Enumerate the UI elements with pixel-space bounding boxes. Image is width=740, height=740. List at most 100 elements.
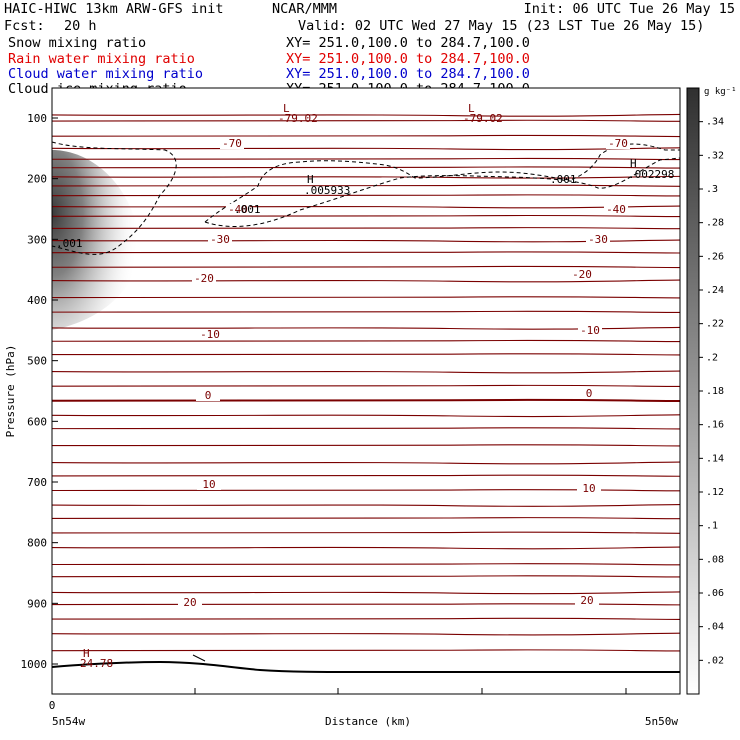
cloud-ice-label: .001 bbox=[56, 237, 83, 250]
x-end-label: 5n50w bbox=[645, 715, 678, 728]
isotherm-label: 20 bbox=[580, 594, 593, 607]
colorbar-tick-label: .14 bbox=[706, 453, 724, 464]
plot-frame bbox=[51, 87, 681, 695]
colorbar-unit: g kg⁻¹ bbox=[704, 87, 737, 97]
isotherm-line bbox=[51, 119, 681, 122]
low-value-2: -79.02 bbox=[463, 112, 503, 125]
isotherm-label-bg bbox=[586, 234, 610, 245]
isotherm-label: -20 bbox=[194, 272, 214, 285]
isotherm-line bbox=[51, 175, 681, 179]
low-marker-1: L bbox=[283, 102, 290, 115]
isotherm-label-bg bbox=[196, 390, 220, 401]
y-tick-label: 600 bbox=[27, 415, 47, 428]
header-org: NCAR/MMM bbox=[272, 1, 337, 17]
isotherm-line bbox=[51, 649, 681, 652]
colorbar-tick-label: .04 bbox=[706, 622, 724, 633]
y-tick-label: 1000 bbox=[21, 658, 48, 671]
isotherm-line bbox=[51, 575, 681, 578]
cloud-ice-label: .001 bbox=[550, 173, 577, 186]
x-zero-label: 0 bbox=[49, 699, 56, 712]
isotherm-line bbox=[51, 279, 681, 283]
isotherm-line bbox=[51, 251, 681, 254]
isotherm-label: -30 bbox=[588, 233, 608, 246]
isotherm-line bbox=[51, 265, 681, 269]
isotherm-label: -30 bbox=[210, 233, 230, 246]
isotherm-line bbox=[51, 398, 681, 403]
isotherm-label-bg bbox=[575, 595, 599, 606]
isotherm-label-bg bbox=[604, 204, 628, 215]
isotherm-label-bg bbox=[198, 329, 222, 340]
colorbar-gradient bbox=[687, 88, 699, 694]
isotherm-line bbox=[51, 227, 681, 230]
cloud-ice-contour-left bbox=[51, 141, 177, 255]
isotherm-line bbox=[51, 370, 681, 374]
cloud-ice-labels: .001 .001 .001 bbox=[56, 173, 577, 250]
colorbar-tick-label: .26 bbox=[706, 251, 724, 262]
y-tick-label: 700 bbox=[27, 476, 47, 489]
high-marker-ice-1: H bbox=[307, 173, 314, 186]
field-xy-rain: XY= 251.0,100.0 to 284.7,100.0 bbox=[286, 51, 530, 67]
colorbar-tick-label: .1 bbox=[706, 521, 718, 532]
y-tick-label: 100 bbox=[27, 112, 47, 125]
x-axis-title: Distance (km) bbox=[325, 715, 411, 728]
isotherm-line bbox=[51, 632, 681, 636]
isotherm-line bbox=[51, 603, 681, 606]
isotherm-line bbox=[51, 353, 681, 356]
isotherm-line bbox=[51, 489, 681, 492]
cloud-ice-label: .001 bbox=[234, 203, 261, 216]
header-fcst-value: 20 h bbox=[64, 18, 97, 34]
colorbar-tick-label: .3 bbox=[706, 184, 718, 195]
isotherm-line bbox=[51, 184, 681, 187]
low-marker-2: L bbox=[468, 102, 475, 115]
isotherm-line bbox=[51, 310, 681, 314]
isotherm-line bbox=[51, 214, 681, 218]
isotherm-label: -40 bbox=[228, 203, 248, 216]
isotherm-line bbox=[51, 546, 681, 550]
colorbar-tick-label: .08 bbox=[706, 554, 724, 565]
header-fcst-label: Fcst: bbox=[4, 18, 45, 34]
y-tick-label: 300 bbox=[27, 233, 47, 246]
isotherm-label: -10 bbox=[580, 324, 600, 337]
header-init-time: Init: 06 UTC Tue 26 May 15 bbox=[524, 1, 735, 17]
isotherm-line bbox=[51, 166, 681, 169]
colorbar-tick-label: .28 bbox=[706, 218, 724, 229]
header-valid-time: Valid: 02 UTC Wed 27 May 15 (23 LST Tue … bbox=[298, 18, 704, 34]
isotherm-label: 0 bbox=[205, 389, 212, 402]
plot-area: -70 -70 -40 -40 -30 -30 -20 -20 -10 -10 0 0 10 10 20 20… bbox=[51, 87, 681, 695]
isotherm-line bbox=[51, 339, 681, 343]
colorbar-tick-label: .2 bbox=[706, 352, 718, 363]
y-tick-label: 500 bbox=[27, 355, 47, 368]
field-name-cloud-water: Cloud water mixing ratio bbox=[8, 66, 203, 82]
y-axis-title: Pressure (hPa) bbox=[4, 345, 17, 438]
low-value-1: -79.02 bbox=[278, 112, 318, 125]
snow-shading bbox=[52, 150, 140, 330]
isotherm-line bbox=[51, 591, 681, 595]
field-xy-cloud-water: XY= 251.0,100.0 to 284.7,100.0 bbox=[286, 66, 530, 82]
isotherm-line bbox=[51, 194, 681, 197]
y-tick-label: 900 bbox=[27, 597, 47, 610]
isotherm-label-bg bbox=[577, 483, 601, 494]
isotherm-line bbox=[51, 296, 681, 299]
isotherm-label-bg bbox=[570, 269, 594, 280]
isotherm-label: -70 bbox=[608, 137, 628, 150]
isotherm-label: -10 bbox=[200, 328, 220, 341]
isotherm-line bbox=[51, 384, 681, 388]
isotherm-line bbox=[51, 444, 681, 447]
y-tick-label: 800 bbox=[27, 537, 47, 550]
field-xy-snow: XY= 251.0,100.0 to 284.7,100.0 bbox=[286, 35, 530, 51]
isotherm-line bbox=[51, 113, 681, 117]
isotherm-label-bg bbox=[226, 204, 250, 215]
field-name-snow: Snow mixing ratio bbox=[8, 35, 146, 51]
isotherm-line bbox=[51, 617, 681, 620]
extrema: L -79.02 L -79.02 H 24.78 H .005933 H .0… bbox=[80, 102, 674, 670]
isotherm-line bbox=[51, 427, 681, 430]
cloud-ice-contour-main bbox=[204, 143, 680, 223]
x-axis bbox=[194, 688, 627, 694]
isotherm-line bbox=[51, 157, 681, 161]
high-value-surface: 24.78 bbox=[80, 657, 113, 670]
isotherm-label: 20 bbox=[183, 596, 196, 609]
header-title: HAIC-HIWC 13km ARW-GFS init bbox=[4, 1, 223, 17]
colorbar-tick-label: .12 bbox=[706, 487, 724, 498]
isotherm-line bbox=[51, 134, 681, 138]
